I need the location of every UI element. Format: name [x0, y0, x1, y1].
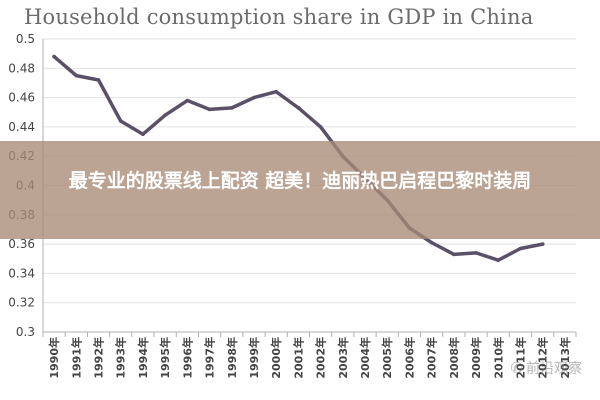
data-point: [540, 242, 545, 246]
x-tick-label: 1995年: [158, 337, 172, 379]
ad-overlay-banner[interactable]: [0, 141, 600, 239]
x-tick-label: 1998年: [225, 337, 239, 379]
data-point: [474, 251, 478, 255]
y-tick-label: 0.34: [8, 266, 35, 280]
y-tick-label: 0.46: [8, 91, 35, 105]
y-tick-label: 0.3: [16, 325, 35, 339]
data-point: [185, 98, 190, 103]
data-point: [118, 119, 123, 123]
x-tick-label: 1991年: [69, 337, 83, 379]
x-tick-label: 2013年: [558, 337, 572, 379]
data-point: [252, 95, 256, 100]
y-tick-label: 0.36: [8, 237, 35, 251]
data-point: [452, 252, 456, 257]
x-tick-label: 2000年: [269, 337, 283, 379]
x-tick-label: 2011年: [513, 337, 527, 379]
x-tick-label: 1992年: [92, 337, 106, 379]
data-point: [74, 73, 79, 78]
data-point: [318, 125, 323, 129]
x-tick-label: 1993年: [114, 337, 128, 379]
x-tick-label: 2009年: [469, 337, 483, 379]
x-tick-label: 2010年: [491, 337, 505, 379]
y-tick-label: 0.5: [16, 32, 35, 46]
wechat-icon: ✆: [510, 359, 523, 377]
x-tick-label: 2002年: [314, 337, 328, 379]
x-tick-label: 2003年: [336, 337, 350, 379]
data-point: [274, 89, 278, 94]
data-point: [229, 106, 234, 110]
watermark-text: 前沿观察: [526, 361, 582, 377]
x-tick-label: 2007年: [425, 337, 439, 379]
data-point: [429, 240, 434, 245]
x-tick-label: 2004年: [358, 337, 372, 379]
y-tick-label: 0.44: [8, 120, 35, 134]
x-tick-label: 1997年: [203, 337, 217, 379]
y-tick-label: 0.32: [8, 296, 35, 310]
data-point: [207, 107, 212, 112]
ad-overlay-text[interactable]: 最专业的股票线上配资 超美！迪丽热巴启程巴黎时装周: [68, 170, 532, 192]
data-point: [296, 106, 301, 110]
chart-title: Household consumption share in GDP in Ch…: [24, 5, 534, 29]
data-point: [96, 78, 101, 82]
data-point: [52, 54, 56, 59]
y-tick-label: 0.48: [8, 61, 35, 75]
data-point: [518, 246, 523, 251]
data-point: [141, 132, 145, 137]
x-tick-label: 2006年: [402, 337, 416, 379]
x-tick-label: 1996年: [180, 337, 194, 379]
x-tick-label: 2001年: [291, 337, 305, 379]
x-tick-label: 1990年: [47, 337, 61, 379]
x-tick-label: 2005年: [380, 337, 394, 379]
x-tick-label: 1999年: [247, 337, 261, 379]
watermark: ✆ 前沿观察: [510, 358, 582, 378]
data-point: [496, 258, 501, 263]
x-tick-label: 1994年: [136, 337, 150, 379]
x-tick-label: 2012年: [536, 337, 550, 379]
data-point: [163, 113, 167, 117]
x-tick-label: 2008年: [447, 337, 461, 379]
